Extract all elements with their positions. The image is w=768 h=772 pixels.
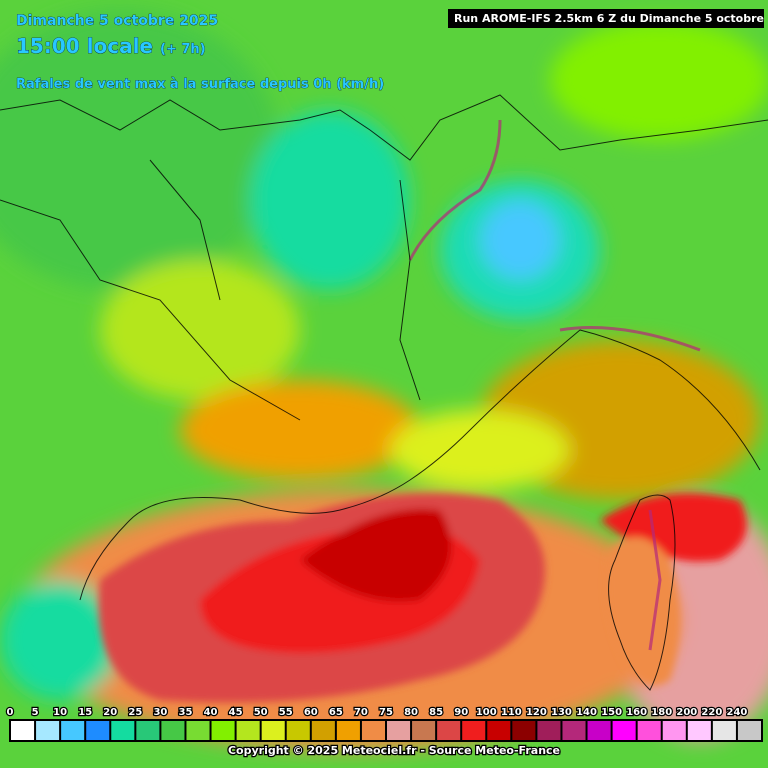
legend-label: 75 bbox=[379, 707, 393, 718]
legend-label: 30 bbox=[153, 707, 167, 718]
legend-label: 0 bbox=[7, 707, 14, 718]
legend-swatch bbox=[487, 721, 511, 740]
legend-label: 90 bbox=[454, 707, 468, 718]
legend-label: 180 bbox=[651, 707, 672, 718]
legend-swatch bbox=[211, 721, 235, 740]
legend-label: 5 bbox=[32, 707, 39, 718]
legend-label: 65 bbox=[329, 707, 343, 718]
parameter: Rafales de vent max à la surface depuis … bbox=[16, 77, 384, 92]
legend-swatch bbox=[462, 721, 486, 740]
legend-label: 60 bbox=[304, 707, 318, 718]
time-offset: (+ 7h) bbox=[160, 42, 206, 57]
legend-label: 110 bbox=[501, 707, 522, 718]
legend-label: 85 bbox=[429, 707, 443, 718]
legend-swatch bbox=[336, 721, 360, 740]
legend-label: 55 bbox=[279, 707, 293, 718]
legend-swatch bbox=[437, 721, 461, 740]
legend-label: 220 bbox=[701, 707, 722, 718]
legend-swatch bbox=[286, 721, 310, 740]
legend-swatch bbox=[612, 721, 636, 740]
legend-swatch bbox=[111, 721, 135, 740]
legend: 0 5 10 15 20 25 30 35 40 45 50 55 60 65 70 75 80 85 90 100 1… bbox=[5, 706, 763, 742]
legend-label: 140 bbox=[576, 707, 597, 718]
legend-label: 100 bbox=[476, 707, 497, 718]
run-box bbox=[448, 9, 764, 28]
legend-label: 150 bbox=[601, 707, 622, 718]
legend-swatch bbox=[36, 721, 60, 740]
legend-label: 35 bbox=[179, 707, 193, 718]
legend-label: 20 bbox=[103, 707, 117, 718]
legend-label: 50 bbox=[254, 707, 268, 718]
legend-swatch bbox=[387, 721, 411, 740]
legend-swatch bbox=[86, 721, 110, 740]
legend-swatch bbox=[261, 721, 285, 740]
legend-swatch bbox=[587, 721, 611, 740]
legend-swatch bbox=[186, 721, 210, 740]
legend-swatch bbox=[537, 721, 561, 740]
legend-swatch bbox=[412, 721, 436, 740]
legend-label: 130 bbox=[551, 707, 572, 718]
copyright: Copyright © 2025 Meteociel.fr - Source M… bbox=[228, 744, 560, 757]
legend-swatch bbox=[61, 721, 85, 740]
legend-label: 40 bbox=[204, 707, 218, 718]
legend-swatch bbox=[236, 721, 260, 740]
legend-swatch bbox=[161, 721, 185, 740]
date: Dimanche 5 octobre 2025 bbox=[16, 13, 218, 29]
legend-label: 70 bbox=[354, 707, 368, 718]
legend-label: 200 bbox=[676, 707, 697, 718]
legend-swatch bbox=[512, 721, 536, 740]
legend-swatch bbox=[136, 721, 160, 740]
legend-label: 15 bbox=[78, 707, 92, 718]
legend-label: 80 bbox=[404, 707, 418, 718]
legend-label: 120 bbox=[526, 707, 547, 718]
legend-label: 240 bbox=[726, 707, 747, 718]
legend-swatch bbox=[311, 721, 335, 740]
legend-label: 45 bbox=[229, 707, 243, 718]
legend-label: 25 bbox=[128, 707, 142, 718]
run-info: Run AROME-IFS 2.5km 6 Z du Dimanche 5 oc… bbox=[454, 12, 768, 25]
legend-swatch bbox=[662, 721, 686, 740]
legend-swatch bbox=[562, 721, 586, 740]
legend-label: 10 bbox=[53, 707, 67, 718]
legend-label: 160 bbox=[626, 707, 647, 718]
legend-swatch bbox=[637, 721, 661, 740]
legend-swatch bbox=[712, 721, 736, 740]
legend-swatch bbox=[361, 721, 385, 740]
time: 15:00 locale bbox=[16, 34, 153, 58]
legend-swatch bbox=[737, 721, 761, 740]
legend-swatch bbox=[11, 721, 35, 740]
legend-swatch bbox=[687, 721, 711, 740]
